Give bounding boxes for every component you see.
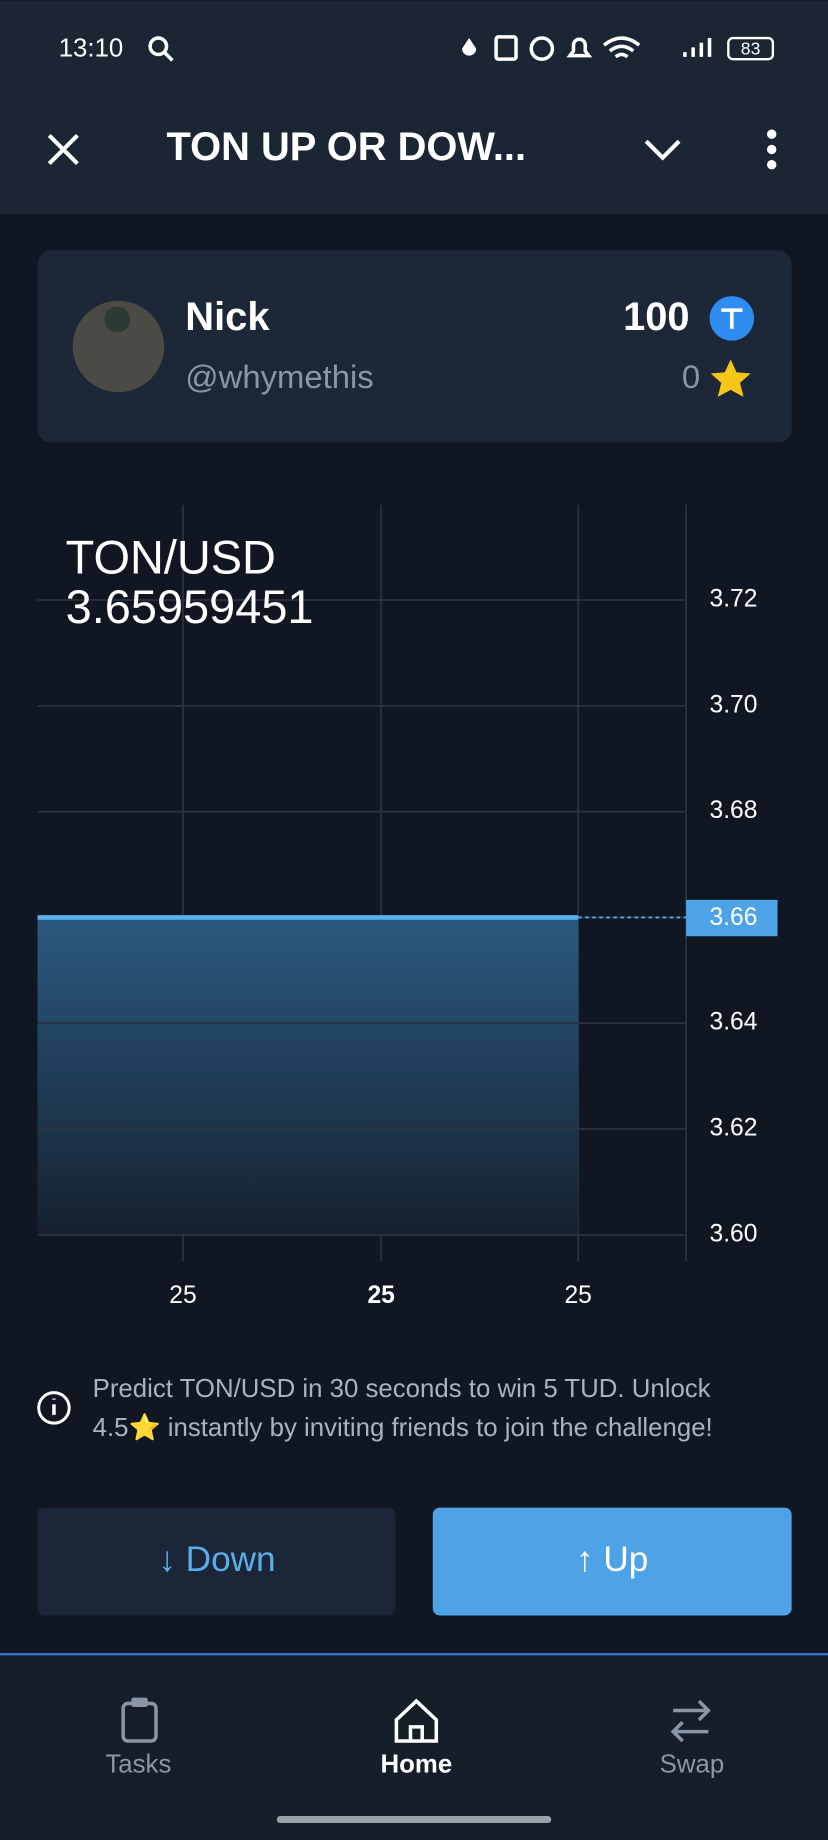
star-icon — [710, 359, 751, 397]
star-balance: 0 — [682, 358, 700, 395]
info-text: 4.5⭐ instantly by inviting friends to jo… — [93, 1412, 713, 1442]
price-area — [37, 917, 579, 1236]
y-tick-label: 3.72 — [710, 586, 758, 613]
x-tick-label: 25 — [169, 1282, 196, 1309]
header-title: TON UP OR DOW... — [167, 125, 527, 169]
clock: 13:10 — [59, 35, 124, 63]
battery-level: 83 — [741, 38, 761, 58]
current-price: 3.65959451 — [66, 581, 314, 633]
y-tick-label: 3.68 — [710, 797, 758, 824]
x-tick-label: 25 — [565, 1282, 592, 1309]
y-tick-label: 3.62 — [710, 1115, 758, 1142]
pair-label: TON/USD — [66, 532, 276, 584]
swap-icon — [670, 1699, 711, 1743]
up-button[interactable] — [432, 1507, 792, 1616]
tasks-icon-clip — [131, 1697, 148, 1707]
top-bar — [0, 0, 828, 214]
profile-card — [37, 250, 792, 443]
ton-icon-glyph — [721, 308, 743, 329]
y-tick-label: 3.64 — [710, 1009, 758, 1036]
home-icon — [394, 1698, 439, 1743]
x-tick-label: 25 — [367, 1282, 394, 1309]
info-icon — [37, 1391, 71, 1425]
home-tab[interactable]: Home — [381, 1698, 453, 1778]
y-tick-label: 3.60 — [710, 1220, 758, 1247]
status-icons — [148, 35, 775, 62]
down-button-label: ↓ Down — [158, 1540, 275, 1579]
ton-balance: 100 — [623, 295, 690, 339]
down-button[interactable] — [37, 1507, 396, 1616]
home-label: Home — [381, 1750, 453, 1778]
price-tag — [686, 899, 778, 937]
price-tag-label: 3.66 — [710, 904, 758, 931]
swap-tab[interactable]: Swap — [660, 1699, 725, 1778]
swap-label: Swap — [660, 1750, 725, 1778]
user-name: Nick — [185, 295, 270, 339]
user-handle: @whymethis — [185, 358, 373, 395]
dropdown-button[interactable] — [644, 139, 681, 161]
bottom-nav — [0, 1655, 828, 1840]
up-button-label: ↑ Up — [576, 1540, 648, 1579]
home-indicator — [276, 1816, 552, 1824]
menu-button[interactable] — [767, 129, 777, 170]
close-button[interactable] — [47, 133, 79, 165]
avatar-detail — [104, 306, 131, 333]
tasks-label: Tasks — [105, 1750, 171, 1778]
info-text: Predict TON/USD in 30 seconds to win 5 T… — [93, 1375, 711, 1403]
y-tick-label: 3.70 — [710, 691, 758, 718]
tasks-tab[interactable]: Tasks — [105, 1697, 171, 1779]
avatar — [72, 300, 165, 393]
